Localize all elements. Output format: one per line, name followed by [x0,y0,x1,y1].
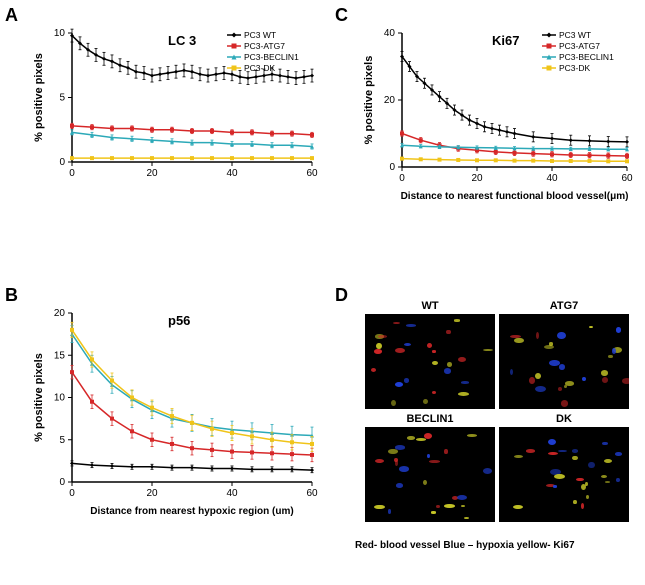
svg-text:% positive pixels: % positive pixels [33,353,45,442]
micro-label: DK [499,413,629,425]
svg-text:LC 3: LC 3 [168,33,196,48]
svg-text:PC3-ATG7: PC3-ATG7 [244,41,285,51]
svg-text:40: 40 [226,168,238,179]
panel-c-label: C [335,5,348,26]
svg-text:0: 0 [59,157,65,168]
svg-text:40: 40 [546,173,558,184]
svg-text:60: 60 [306,168,318,179]
chart-lc3: 02040600510LC 3% positive pixelsPC3 WTPC… [30,15,320,200]
svg-text:20: 20 [146,168,158,179]
chart-p56: 0 20 40 60 0 5 10 15 20 p56 % positive pixels Dista… [30,295,320,520]
panel-b-label: B [5,285,18,306]
svg-text:PC3-ATG7: PC3-ATG7 [559,41,600,51]
svg-text:5: 5 [59,93,65,104]
svg-text:0: 0 [69,168,75,179]
svg-text:PC3-BECLIN1: PC3-BECLIN1 [244,52,299,62]
micro-label: BECLIN1 [365,413,495,425]
svg-text:10: 10 [54,28,66,39]
svg-text:15: 15 [54,350,66,361]
svg-text:PC3 WT: PC3 WT [559,30,591,40]
svg-text:0: 0 [59,477,65,488]
svg-text:Distance to nearest functional: Distance to nearest functional blood ves… [401,191,629,202]
svg-text:PC3-BECLIN1: PC3-BECLIN1 [559,52,614,62]
svg-text:PC3-DK: PC3-DK [559,63,591,73]
chart-ki67: 0 20 40 60 0 20 40 Ki67 % positive pixels Distanc… [360,15,635,205]
microscopy-image [365,427,495,522]
svg-text:PC3 WT: PC3 WT [244,30,276,40]
svg-text:20: 20 [384,95,396,106]
panel-d-label: D [335,285,348,306]
microscopy-image [365,314,495,409]
svg-text:Distance from nearest hypoxic: Distance from nearest hypoxic region (um… [90,506,293,517]
panel-a-label: A [5,5,18,26]
svg-text:5: 5 [59,435,65,446]
panel-d-caption: Red- blood vessel Blue – hypoxia yellow-… [355,540,575,551]
microscopy-grid: WT ATG7 BECLIN1 DK [365,300,629,522]
svg-text:% positive pixels: % positive pixels [363,56,375,145]
svg-text:20: 20 [471,173,483,184]
svg-text:0: 0 [389,162,395,173]
svg-text:0: 0 [399,173,405,184]
micro-label: ATG7 [499,300,629,312]
microscopy-image [499,427,629,522]
svg-text:% positive pixels: % positive pixels [33,53,45,142]
svg-text:40: 40 [384,28,396,39]
micro-label: WT [365,300,495,312]
svg-text:10: 10 [54,393,66,404]
svg-text:60: 60 [621,173,633,184]
svg-text:60: 60 [306,488,318,499]
svg-text:20: 20 [146,488,158,499]
svg-text:20: 20 [54,308,66,319]
svg-text:40: 40 [226,488,238,499]
microscopy-image [499,314,629,409]
svg-text:p56: p56 [168,313,190,328]
svg-text:PC3-DK: PC3-DK [244,63,276,73]
svg-text:0: 0 [69,488,75,499]
svg-text:Ki67: Ki67 [492,33,519,48]
